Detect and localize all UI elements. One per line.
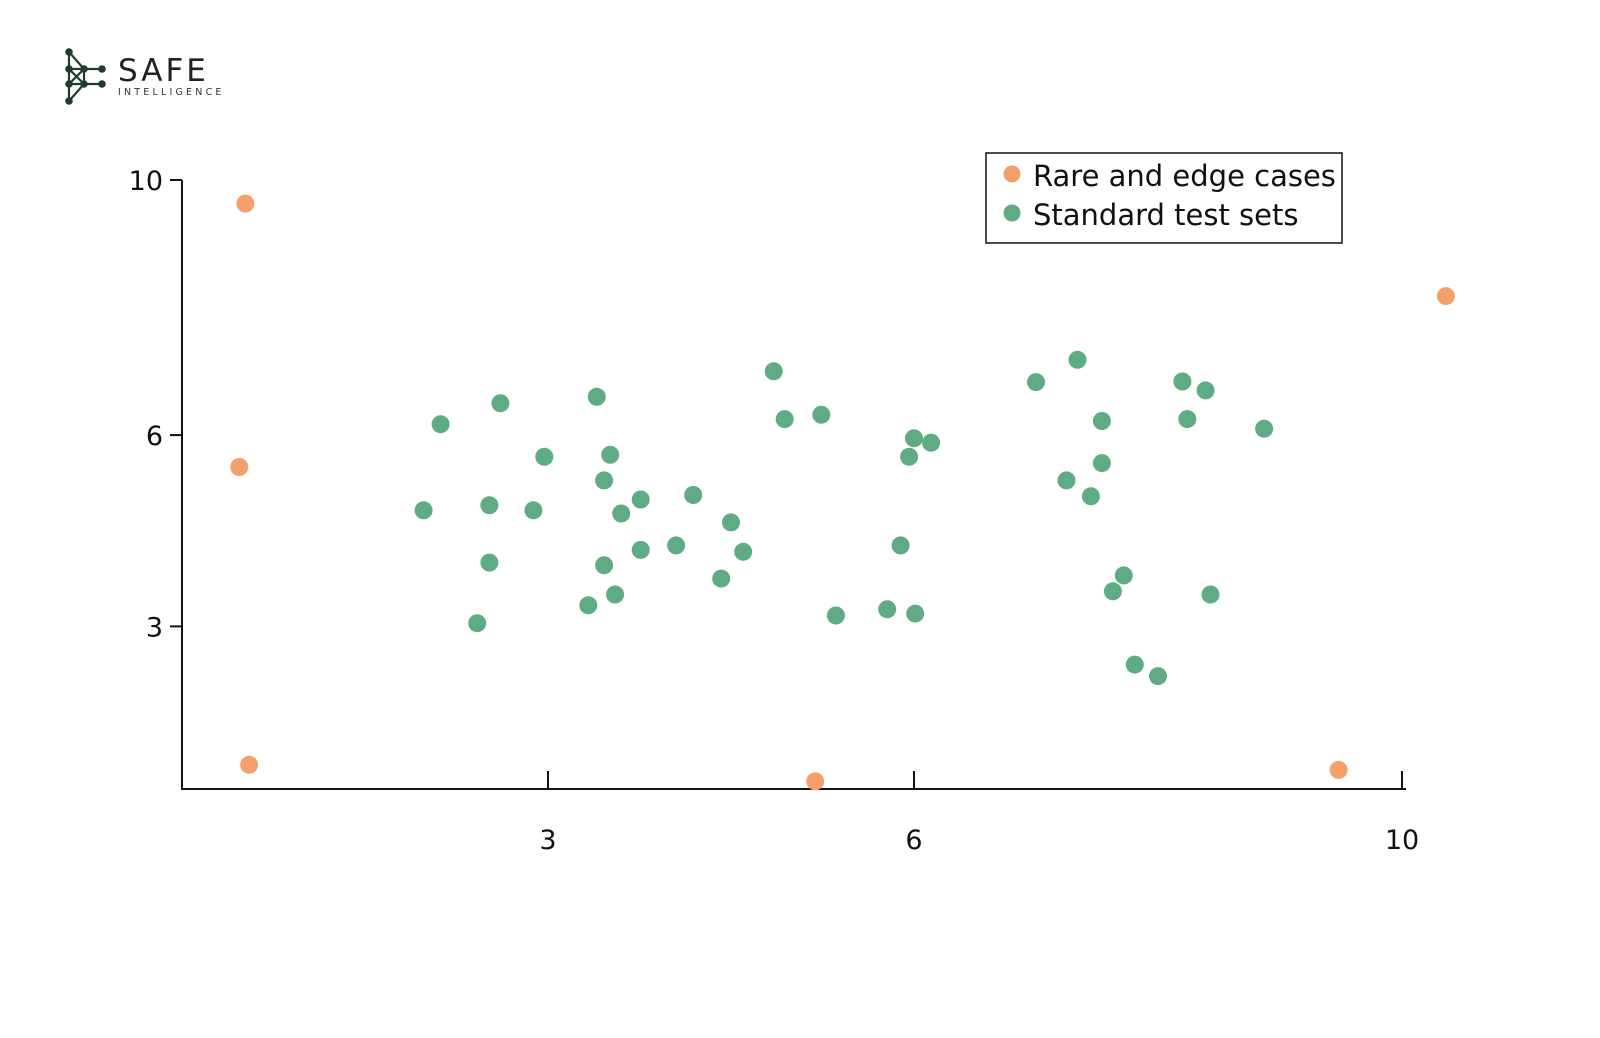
data-point-standard-test-sets-10: [595, 556, 614, 575]
data-point-standard-test-sets-26: [878, 600, 897, 619]
y-tick-label-3: 3: [146, 612, 163, 643]
data-point-standard-test-sets-24: [812, 405, 831, 424]
data-point-standard-test-sets-11: [595, 471, 614, 490]
data-point-standard-test-sets-14: [612, 504, 631, 523]
data-point-standard-test-sets-38: [1103, 582, 1122, 601]
data-point-standard-test-sets-18: [684, 486, 703, 504]
data-point-rare-and-edge-cases-2: [240, 755, 259, 774]
data-point-standard-test-sets-31: [922, 433, 941, 452]
data-point-standard-test-sets-3: [480, 553, 499, 572]
data-point-standard-test-sets-5: [491, 394, 510, 413]
x-tick-label-6: 6: [905, 825, 922, 856]
data-point-standard-test-sets-19: [712, 569, 731, 588]
data-point-standard-test-sets-39: [1114, 566, 1133, 585]
legend-box: [985, 152, 1343, 244]
data-point-standard-test-sets-6: [524, 501, 543, 520]
safe-intelligence-logo: SAFE INTELLIGENCE: [65, 48, 225, 105]
data-point-standard-test-sets-25: [826, 606, 845, 625]
data-point-standard-test-sets-44: [1196, 381, 1215, 400]
data-point-standard-test-sets-34: [1068, 350, 1087, 369]
data-point-standard-test-sets-37: [1092, 454, 1111, 473]
data-point-standard-test-sets-42: [1173, 372, 1192, 391]
series-standard-test-sets: [414, 350, 1274, 686]
data-point-standard-test-sets-13: [606, 585, 625, 604]
data-point-standard-test-sets-46: [1255, 419, 1274, 438]
data-point-rare-and-edge-cases-0: [236, 194, 255, 213]
data-point-standard-test-sets-43: [1178, 410, 1197, 429]
x-tick-label-3: 3: [539, 825, 556, 856]
y-tick-label-6: 6: [146, 421, 163, 452]
data-points: [230, 194, 1455, 791]
data-point-standard-test-sets-20: [722, 513, 740, 532]
data-point-standard-test-sets-12: [601, 445, 620, 464]
data-point-standard-test-sets-36: [1092, 412, 1111, 430]
y-tick-label-10: 10: [129, 166, 163, 197]
logo-subtitle: INTELLIGENCE: [118, 87, 225, 98]
data-point-standard-test-sets-23: [775, 410, 794, 429]
data-point-standard-test-sets-0: [414, 501, 433, 520]
data-point-standard-test-sets-4: [480, 496, 499, 515]
data-point-standard-test-sets-32: [1027, 373, 1045, 392]
data-point-standard-test-sets-8: [579, 596, 598, 615]
data-point-standard-test-sets-9: [587, 387, 606, 406]
data-point-standard-test-sets-7: [535, 447, 554, 466]
data-point-rare-and-edge-cases-3: [806, 772, 825, 791]
data-point-rare-and-edge-cases-5: [1436, 287, 1455, 306]
data-point-standard-test-sets-21: [734, 542, 753, 561]
data-point-standard-test-sets-15: [631, 490, 650, 509]
series-rare-and-edge-cases: [230, 194, 1455, 791]
network-icon: [65, 48, 106, 105]
legend-swatch-rare-and-edge-cases: [1003, 165, 1021, 183]
legend-swatch-standard-test-sets: [1003, 204, 1021, 222]
data-point-standard-test-sets-17: [667, 536, 686, 555]
data-point-standard-test-sets-16: [631, 540, 650, 559]
x-ticks: 3 6 10: [539, 771, 1419, 856]
data-point-standard-test-sets-28: [900, 447, 919, 466]
data-point-standard-test-sets-35: [1081, 487, 1100, 506]
data-point-standard-test-sets-27: [891, 536, 910, 555]
axes: [181, 180, 1406, 790]
data-point-standard-test-sets-45: [1201, 585, 1220, 604]
data-point-standard-test-sets-2: [468, 614, 487, 633]
legend: Rare and edge cases Standard test sets: [985, 152, 1343, 244]
y-ticks: 3 6 10: [129, 166, 182, 643]
data-point-rare-and-edge-cases-1: [230, 458, 249, 476]
data-point-standard-test-sets-40: [1125, 655, 1144, 674]
legend-label-standard-test-sets: Standard test sets: [1033, 198, 1299, 232]
data-point-standard-test-sets-1: [431, 415, 450, 434]
data-point-rare-and-edge-cases-4: [1329, 760, 1348, 779]
x-tick-label-10: 10: [1385, 825, 1419, 856]
data-point-standard-test-sets-22: [764, 362, 783, 381]
data-point-standard-test-sets-33: [1057, 471, 1076, 490]
legend-label-rare-and-edge-cases: Rare and edge cases: [1033, 159, 1336, 193]
data-point-standard-test-sets-30: [906, 604, 925, 623]
data-point-standard-test-sets-41: [1149, 667, 1167, 686]
data-point-standard-test-sets-29: [905, 429, 923, 448]
logo-name: SAFE: [118, 53, 209, 89]
